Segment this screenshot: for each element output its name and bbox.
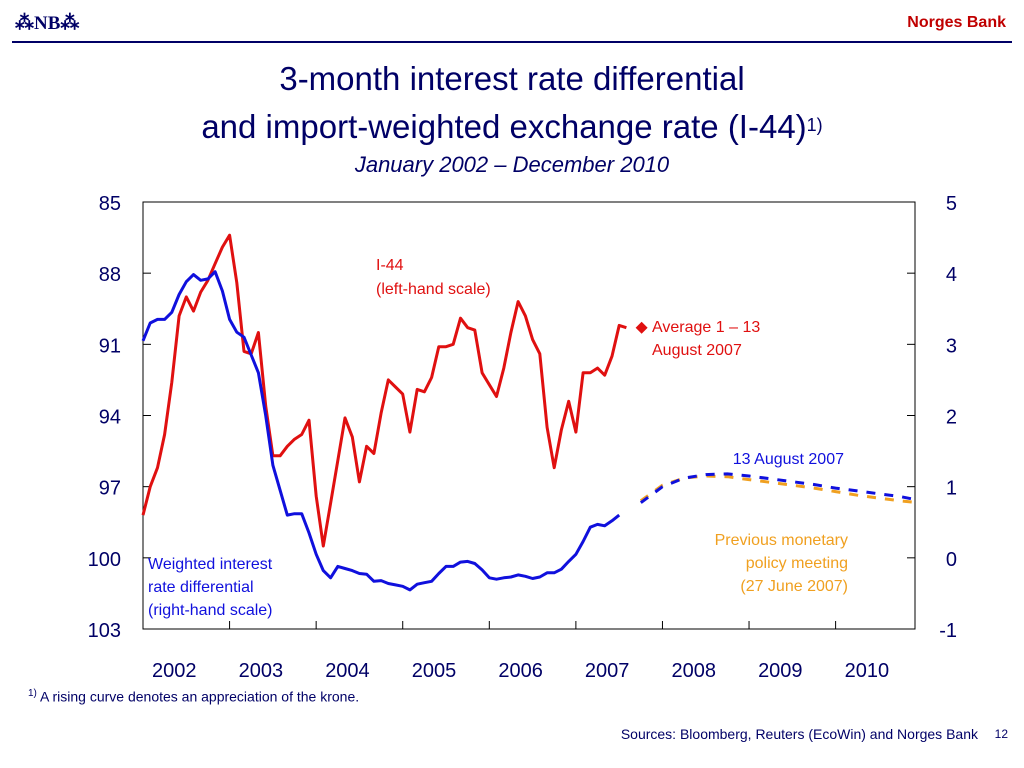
left-tick-label-88: 88 bbox=[99, 264, 121, 286]
average-marker-0 bbox=[635, 321, 648, 334]
i44-label-line-2: (left-hand scale) bbox=[376, 281, 491, 298]
norges-bank-logo: ⁂NB⁂ bbox=[15, 13, 80, 34]
title-footnote-mark: 1) bbox=[806, 115, 823, 135]
right-tick-label-0: 0 bbox=[946, 549, 957, 571]
average-label-line-2: August 2007 bbox=[652, 342, 742, 359]
i44-label-line-1: I-44 bbox=[376, 257, 404, 274]
differential-label-line-2: rate differential bbox=[148, 579, 254, 596]
left-tick-label-103: 103 bbox=[88, 620, 121, 642]
series-line-0 bbox=[141, 233, 627, 548]
left-tick-label-100: 100 bbox=[88, 549, 121, 571]
differential-label-line-3: (right-hand scale) bbox=[148, 602, 273, 619]
footnote-mark: 1) bbox=[28, 688, 37, 699]
differential-label-line-1: Weighted interest bbox=[148, 556, 273, 573]
slide-subtitle: January 2002 – December 2010 bbox=[354, 152, 670, 177]
average-label-line-1: Average 1 – 13 bbox=[652, 319, 760, 336]
page-number: 12 bbox=[994, 727, 1008, 741]
x-tick-label-2007: 2007 bbox=[585, 660, 630, 682]
x-tick-label-2005: 2005 bbox=[412, 660, 457, 682]
right-tick-label-3: 3 bbox=[946, 335, 957, 357]
x-tick-label-2009: 2009 bbox=[758, 660, 803, 682]
previous-meeting-label-line-3: (27 June 2007) bbox=[740, 578, 848, 595]
left-tick-label-91: 91 bbox=[99, 335, 121, 357]
left-tick-label-97: 97 bbox=[99, 478, 121, 500]
right-tick-label-1: 1 bbox=[946, 478, 957, 500]
x-tick-label-2002: 2002 bbox=[152, 660, 197, 682]
sources: Sources: Bloomberg, Reuters (EcoWin) and… bbox=[620, 726, 978, 742]
series-line-1 bbox=[141, 270, 621, 592]
x-tick-label-2004: 2004 bbox=[325, 660, 370, 682]
right-tick-label--1: -1 bbox=[939, 620, 957, 642]
header-divider bbox=[12, 41, 1012, 43]
slide-title-line-1: 3-month interest rate differential bbox=[279, 60, 745, 97]
x-tick-label-2006: 2006 bbox=[498, 660, 543, 682]
right-tick-label-4: 4 bbox=[946, 264, 957, 286]
right-tick-label-5: 5 bbox=[946, 193, 957, 215]
slide-title-line-2-text: and import-weighted exchange rate (I-44) bbox=[201, 108, 807, 145]
previous-meeting-label-line-1: Previous monetary bbox=[715, 532, 848, 549]
footnote-text: A rising curve denotes an appreciation o… bbox=[40, 688, 360, 705]
series-line-3 bbox=[632, 472, 916, 510]
x-tick-label-2010: 2010 bbox=[845, 660, 890, 682]
x-tick-label-2003: 2003 bbox=[239, 660, 284, 682]
brand-name: Norges Bank bbox=[907, 14, 1006, 31]
previous-meeting-label-line-2: policy meeting bbox=[746, 555, 848, 572]
right-tick-label-2: 2 bbox=[946, 407, 957, 429]
left-tick-label-85: 85 bbox=[99, 193, 121, 215]
series-line-2 bbox=[639, 474, 916, 504]
august-forecast-label-line-1: 13 August 2007 bbox=[733, 451, 844, 468]
x-tick-label-2008: 2008 bbox=[671, 660, 716, 682]
footnote: 1) A rising curve denotes an appreciatio… bbox=[28, 688, 359, 705]
slide-title-line-2: and import-weighted exchange rate (I-44)… bbox=[0, 108, 1024, 146]
left-tick-label-94: 94 bbox=[99, 407, 121, 429]
